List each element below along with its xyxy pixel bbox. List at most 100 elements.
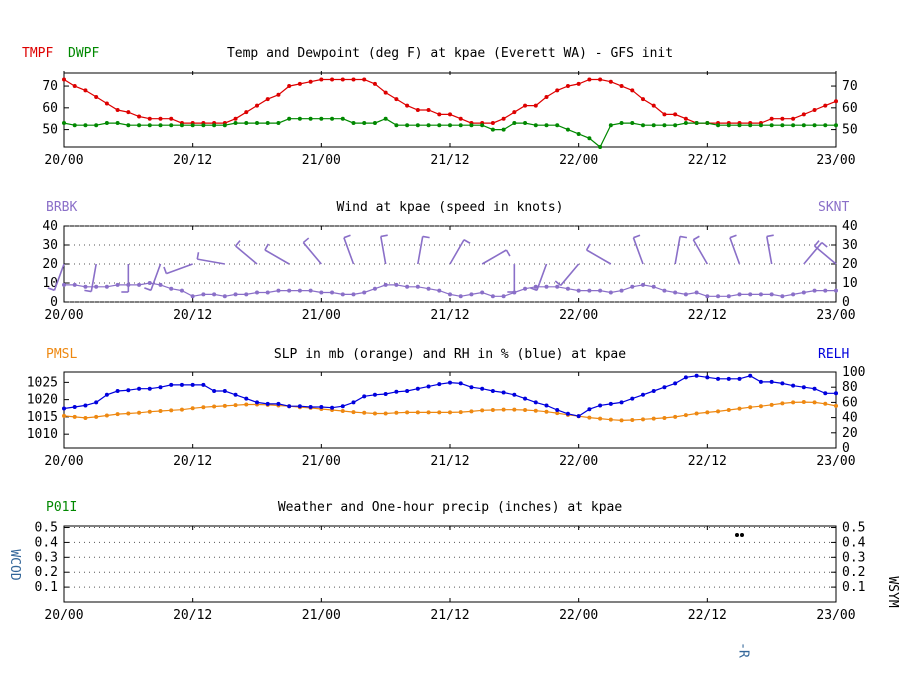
y-tick-label-right: 0.1 (842, 580, 865, 595)
data-point (147, 386, 152, 391)
data-point (791, 123, 796, 128)
data-point (265, 97, 270, 102)
data-point (190, 294, 195, 299)
data-point (426, 410, 431, 415)
tmpf-label: TMPF (22, 46, 53, 61)
data-point (673, 381, 678, 386)
y-tick-label-right: 0.4 (842, 535, 866, 550)
data-point (555, 88, 560, 93)
x-tick-label: 21/00 (302, 308, 341, 323)
data-point (458, 116, 463, 121)
data-point (469, 409, 474, 414)
precip-y-ticks: 0.1 0.10.2 0.20.3 0.30.4 0.40.5 0.5 (35, 521, 866, 596)
data-point (201, 405, 206, 410)
data-point (758, 123, 763, 128)
data-point (319, 290, 324, 295)
y-tick-label-left: 40 (42, 219, 58, 234)
wind-barb-flag (692, 235, 700, 241)
data-point (426, 123, 431, 128)
data-point (565, 127, 570, 132)
x-tick-label: 21/12 (430, 153, 469, 168)
data-point (72, 123, 77, 128)
y-tick-label-right: 70 (842, 79, 858, 94)
data-point (126, 110, 131, 115)
y-tick-label-left: 0.3 (35, 550, 58, 565)
data-point (426, 108, 431, 112)
data-point (748, 373, 753, 378)
data-point (244, 121, 249, 126)
data-point (480, 386, 485, 391)
y-tick-label-left: 0.4 (35, 535, 59, 550)
data-point (544, 94, 549, 99)
data-point (383, 411, 388, 416)
data-point (523, 103, 528, 108)
data-point (437, 112, 442, 117)
data-point (255, 400, 259, 405)
data-point (630, 121, 635, 126)
data-point (362, 410, 367, 415)
x-tick-label: 23/00 (816, 454, 855, 469)
data-point (94, 400, 99, 405)
data-point (169, 286, 174, 291)
data-point (726, 408, 731, 412)
data-point (255, 290, 259, 295)
data-point (115, 389, 120, 393)
x-tick-label: 21/00 (302, 454, 341, 469)
data-point (544, 123, 549, 128)
x-tick-label: 20/12 (173, 608, 212, 623)
data-point (791, 383, 796, 388)
data-point (308, 79, 313, 84)
relh-points (62, 373, 838, 419)
data-point (512, 407, 517, 412)
data-point (501, 294, 506, 299)
y-tick-label-right: 0 (842, 295, 850, 310)
data-point (758, 292, 763, 297)
data-point (372, 286, 377, 291)
data-point (62, 282, 66, 287)
x-tick-label: 20/12 (173, 308, 212, 323)
data-point (780, 401, 785, 406)
data-point (233, 121, 238, 126)
wind-y-ticks: 0 0 10 10 20 20 30 30 40 40 (42, 219, 857, 310)
precip-title: Weather and One-hour precip (inches) at … (278, 500, 623, 515)
data-point (212, 389, 217, 393)
data-point (780, 116, 785, 121)
data-point (383, 392, 388, 397)
data-point (801, 123, 806, 128)
wind-barb-staff (632, 237, 644, 265)
temp-panel: TMPF DWPF Temp and Dewpoint (deg F) at k… (22, 46, 858, 168)
data-point (565, 411, 570, 416)
data-point (523, 396, 528, 401)
wind-barb-staff (766, 236, 773, 265)
data-point (769, 123, 774, 128)
data-point (651, 284, 656, 289)
data-point (834, 288, 838, 293)
data-point (812, 400, 817, 405)
wind-panel: BRBK SKNT Wind at kpae (speed in knots) … (42, 200, 857, 323)
data-point (448, 380, 452, 385)
data-point (448, 123, 452, 128)
data-point (287, 404, 292, 409)
data-point (673, 290, 678, 295)
data-point (834, 391, 838, 396)
data-point (158, 282, 163, 287)
data-point (179, 288, 184, 293)
data-point (769, 402, 774, 407)
y-tick-label-right: 10 (842, 276, 858, 291)
data-point (823, 288, 828, 293)
wind-barb-flag (585, 243, 591, 251)
data-point (726, 376, 731, 381)
data-point (823, 123, 828, 128)
data-point (308, 404, 313, 409)
data-point (383, 116, 388, 121)
x-tick-label: 23/00 (816, 608, 855, 623)
data-point (705, 375, 710, 380)
wind-barb-flag (343, 234, 351, 239)
y-tick-label-right: 20 (842, 257, 858, 272)
wind-barb-flag (821, 241, 828, 248)
data-point (694, 121, 699, 126)
data-point (201, 292, 206, 297)
x-tick-label: 22/12 (688, 454, 727, 469)
data-point (458, 381, 463, 386)
data-point (748, 405, 753, 410)
